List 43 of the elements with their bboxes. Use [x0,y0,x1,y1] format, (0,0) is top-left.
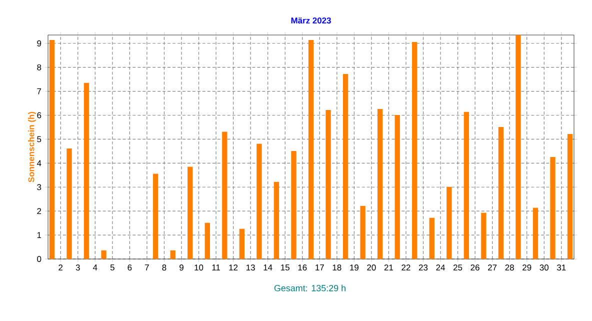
x-tick-label: 30 [540,264,549,271]
y-tick-label: 3 [37,184,42,190]
x-tick-label: 9 [180,264,184,271]
y-tick-label: 2 [37,208,42,214]
x-tick-label: 5 [110,264,114,270]
x-tick-label: 4 [92,264,98,270]
x-tick-label: 21 [384,264,394,270]
x-tick-label: 19 [350,264,358,271]
y-tick-label: 4 [36,160,42,166]
y-tick-label: 0 [37,256,42,262]
x-tick-label: 7 [145,264,149,270]
y-tick-label: 6 [37,112,42,118]
x-tick-label: 28 [505,264,514,271]
x-tick-label: 17 [316,264,324,270]
x-tick-label: 26 [470,264,480,271]
x-tick-label: 14 [264,264,272,270]
x-tick-label: 11 [212,264,220,270]
chart-title: März 2023 [291,18,331,24]
x-tick-label: 15 [281,264,290,270]
x-tick-label: 23 [418,264,428,271]
x-tick-label: 25 [454,264,462,271]
x-tick-label: 13 [246,264,255,271]
x-tick-label: 31 [557,264,566,271]
x-tick-label: 20 [367,264,376,271]
x-tick-label: 27 [488,264,497,270]
y-axis-title: Sonnenschein (h) [28,112,36,182]
x-tick-label: 8 [162,264,166,271]
x-tick-label: 12 [229,264,238,270]
x-tick-label: 22 [402,264,410,270]
x-tick-label: 10 [194,264,204,271]
y-tick-label: 8 [37,64,42,70]
text: Gesamt: 135:29 h [274,284,346,292]
x-tick-label: 6 [128,264,132,271]
x-tick-label: 2 [58,264,63,270]
y-tick-label: 9 [37,40,42,46]
y-tick-label: 5 [37,136,42,142]
x-tick-label: 3 [76,264,80,271]
x-tick-label: 18 [332,264,342,271]
x-tick-label: 24 [436,264,445,270]
x-tick-label: 16 [298,264,307,271]
y-tick-label: 7 [37,88,42,94]
x-tick-label: 29 [522,264,532,271]
y-tick-label: 1 [37,232,42,238]
